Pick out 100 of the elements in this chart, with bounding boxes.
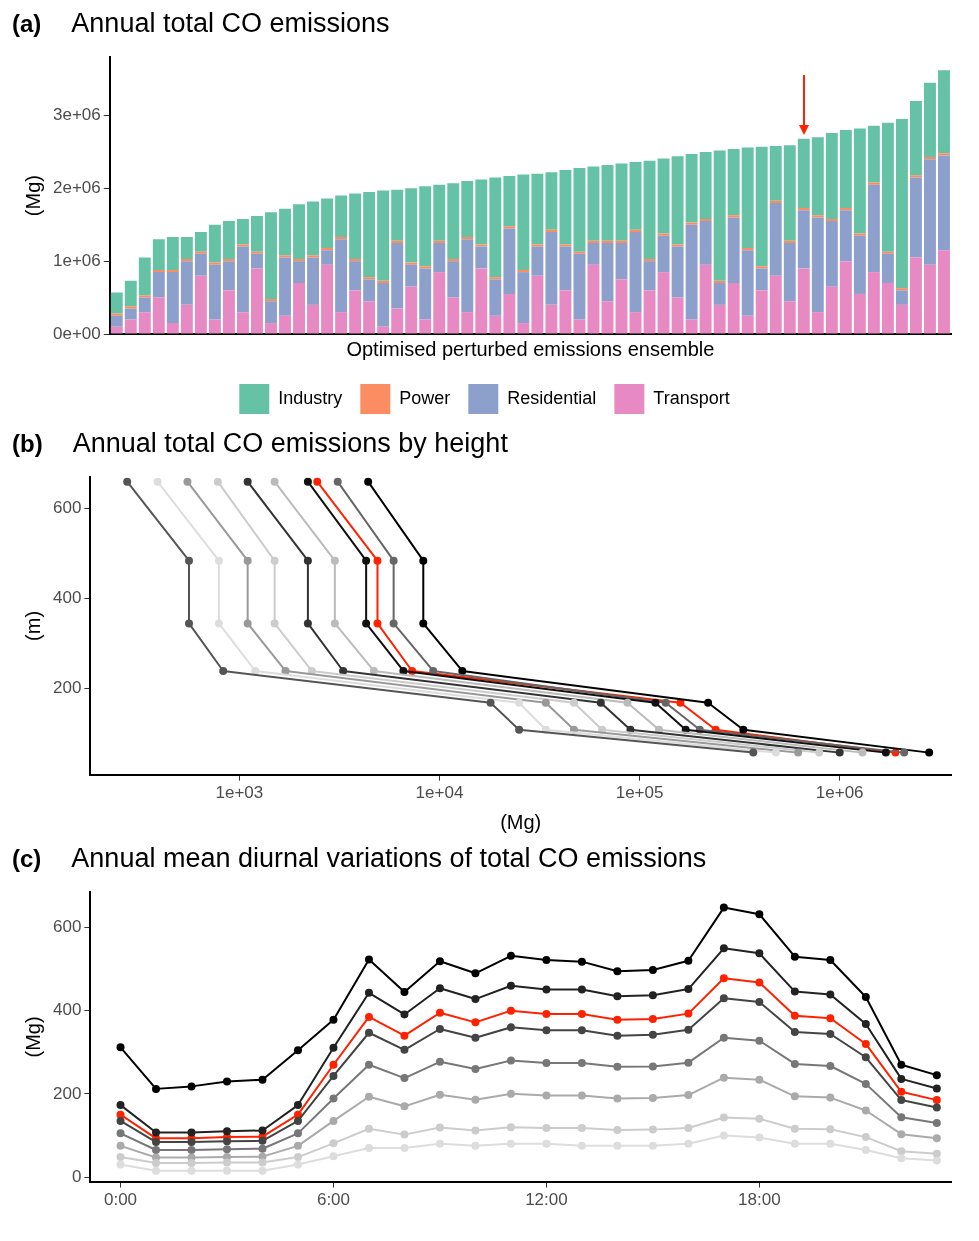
- bar: [335, 312, 348, 334]
- point: [400, 1074, 409, 1083]
- bar: [559, 170, 572, 245]
- bar: [853, 233, 866, 236]
- bar: [853, 128, 866, 234]
- bar: [573, 167, 586, 252]
- point: [684, 1058, 693, 1067]
- point: [187, 1166, 196, 1175]
- point: [364, 955, 373, 964]
- point: [897, 1074, 906, 1083]
- bar: [124, 280, 137, 307]
- point: [755, 997, 764, 1006]
- bar: [335, 239, 348, 313]
- bar: [166, 272, 179, 324]
- point: [897, 1147, 906, 1156]
- legend-label: Residential: [507, 387, 597, 408]
- bar: [489, 277, 502, 280]
- bar: [419, 319, 432, 334]
- point: [187, 1128, 196, 1137]
- bar: [825, 286, 838, 334]
- point: [648, 991, 657, 1000]
- bar: [489, 177, 502, 278]
- point: [152, 1128, 161, 1137]
- point: [684, 1123, 693, 1132]
- bar: [657, 272, 670, 334]
- bar: [222, 258, 235, 262]
- chart-title: Annual total CO emissions: [71, 8, 390, 39]
- bar: [699, 221, 712, 265]
- bar: [489, 315, 502, 334]
- bar: [713, 280, 726, 284]
- bar: [377, 280, 390, 284]
- point: [648, 1094, 657, 1103]
- point: [790, 1092, 799, 1101]
- point: [684, 985, 693, 994]
- point: [364, 988, 373, 997]
- bar: [895, 288, 908, 291]
- bar: [545, 232, 558, 305]
- point: [897, 1130, 906, 1139]
- bar: [881, 122, 894, 252]
- point: [577, 1059, 586, 1068]
- bar: [727, 215, 740, 218]
- bar: [349, 258, 362, 262]
- point: [471, 969, 480, 978]
- bar: [601, 165, 614, 241]
- bar: [279, 315, 291, 334]
- point: [258, 1075, 267, 1084]
- bar: [741, 147, 754, 249]
- point: [116, 1043, 125, 1052]
- point: [152, 1084, 161, 1093]
- bar: [755, 146, 768, 267]
- y-axis-title: (Mg): [21, 1016, 44, 1058]
- bar: [363, 279, 376, 302]
- bar: [419, 266, 432, 269]
- point: [861, 1079, 870, 1088]
- point: [542, 985, 551, 994]
- bar: [909, 175, 922, 178]
- bar: [475, 244, 488, 247]
- bar: [909, 257, 922, 334]
- point: [400, 1045, 409, 1054]
- point: [826, 1125, 835, 1134]
- point: [435, 1057, 444, 1066]
- point: [648, 1062, 657, 1071]
- bar: [377, 283, 390, 327]
- point: [506, 1089, 515, 1098]
- point: [435, 984, 444, 993]
- point: [400, 1031, 409, 1040]
- bar: [811, 215, 824, 218]
- bar: [629, 232, 642, 313]
- point: [471, 1141, 480, 1150]
- bar: [194, 232, 207, 252]
- point: [364, 1124, 373, 1133]
- point: [897, 1154, 906, 1163]
- point: [293, 1101, 302, 1110]
- bar: [363, 277, 376, 280]
- point: [861, 1133, 870, 1142]
- point: [506, 1139, 515, 1148]
- point: [506, 951, 515, 960]
- bar: [180, 258, 193, 262]
- point: [542, 1026, 551, 1035]
- bar: [208, 262, 221, 265]
- point: [932, 1118, 941, 1127]
- point: [861, 1053, 870, 1062]
- bar: [615, 163, 628, 241]
- point: [755, 910, 764, 919]
- bar: [222, 261, 235, 291]
- y-tick-label: 0: [71, 1166, 82, 1186]
- bar: [293, 283, 305, 334]
- point: [684, 1009, 693, 1018]
- point: [648, 1141, 657, 1150]
- point: [116, 1129, 125, 1138]
- bar: [208, 319, 221, 334]
- bar: [236, 246, 249, 313]
- bar: [587, 166, 600, 241]
- x-axis-title: Optimised perturbed emissions ensemble: [346, 337, 715, 360]
- point: [435, 1090, 444, 1099]
- point: [613, 1126, 622, 1135]
- bar: [559, 244, 572, 247]
- bar: [236, 244, 249, 247]
- bar: [797, 138, 810, 208]
- bar: [391, 240, 404, 243]
